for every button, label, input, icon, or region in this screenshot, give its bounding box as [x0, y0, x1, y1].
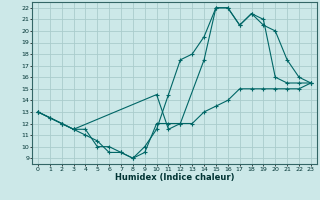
X-axis label: Humidex (Indice chaleur): Humidex (Indice chaleur)	[115, 173, 234, 182]
